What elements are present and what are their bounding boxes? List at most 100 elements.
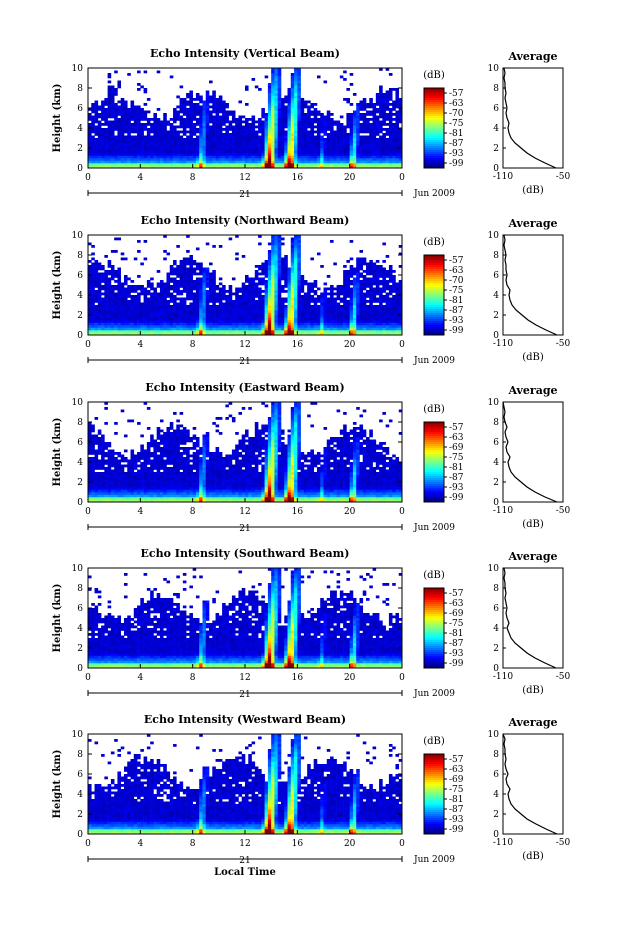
- heatmap-cell: [330, 143, 334, 146]
- heatmap-cell: [310, 165, 314, 169]
- heatmap-cell: [94, 105, 99, 109]
- heatmap-cell: [267, 93, 272, 96]
- heatmap-cell: [310, 295, 314, 298]
- heatmap-cell: [169, 270, 174, 273]
- heatmap-cell: [94, 155, 99, 159]
- heatmap-cell: [218, 163, 223, 166]
- heatmap-cell: [323, 120, 328, 124]
- heatmap-cell: [346, 165, 350, 169]
- heatmap-cell: [251, 320, 256, 323]
- heatmap-cell: [310, 145, 314, 149]
- heatmap-cell: [228, 290, 233, 293]
- heatmap-cell: [130, 285, 135, 288]
- heatmap-cell: [294, 297, 298, 301]
- heatmap-cell: [258, 88, 262, 91]
- heatmap-cell: [330, 317, 334, 321]
- heatmap-cell: [114, 317, 118, 321]
- heatmap-cell: [372, 105, 377, 109]
- heatmap-cell: [284, 330, 288, 333]
- heatmap-cell: [222, 307, 226, 311]
- heatmap-cell: [333, 130, 337, 134]
- heatmap-cell: [323, 302, 328, 306]
- heatmap-cell: [362, 310, 367, 313]
- heatmap-cell: [264, 272, 269, 276]
- heatmap-cell: [300, 128, 305, 131]
- heatmap-cell: [271, 327, 275, 331]
- heatmap-cell: [316, 163, 321, 166]
- heatmap-cell: [267, 133, 272, 136]
- heatmap-cell: [369, 160, 373, 164]
- heatmap-cell: [114, 110, 118, 114]
- heatmap-cell: [290, 292, 295, 296]
- heatmap-cell: [241, 307, 246, 311]
- heatmap-cell: [310, 315, 314, 318]
- heatmap-cell: [316, 295, 321, 298]
- heatmap-cell: [110, 320, 115, 323]
- heatmap-cell: [159, 163, 164, 166]
- heatmap-cell: [225, 290, 229, 293]
- heatmap-cell: [209, 285, 213, 288]
- heatmap-cell: [117, 143, 122, 146]
- heatmap-cell: [359, 295, 364, 298]
- heatmap-cell: [372, 325, 377, 328]
- heatmap-cell: [369, 145, 373, 149]
- heatmap-cell: [215, 292, 220, 296]
- heatmap-cell: [359, 297, 364, 301]
- heatmap-cell: [225, 153, 229, 156]
- heatmap-cell: [290, 103, 295, 106]
- heatmap-cell: [248, 297, 252, 301]
- heatmap-cell: [313, 115, 318, 119]
- heatmap-cell: [88, 320, 92, 323]
- heatmap-cell: [294, 128, 298, 131]
- heatmap-cell: [271, 287, 275, 291]
- heatmap-cell: [107, 330, 112, 333]
- heatmap-cell: [107, 310, 112, 313]
- heatmap-cell: [235, 327, 239, 331]
- heatmap-cell: [130, 317, 135, 321]
- heatmap-cell: [91, 145, 95, 149]
- heatmap-cell: [91, 320, 95, 323]
- heatmap-cell: [379, 123, 383, 126]
- heatmap-cell: [316, 113, 321, 116]
- heatmap-cell: [212, 322, 216, 326]
- heatmap-cell: [326, 150, 331, 154]
- heatmap-cell: [388, 307, 393, 311]
- heatmap-cell: [287, 115, 292, 119]
- heatmap-cell: [133, 120, 138, 124]
- heatmap-cell: [316, 307, 321, 311]
- heatmap-cell: [235, 120, 239, 124]
- heatmap-cell: [189, 100, 193, 104]
- heatmap-cell: [366, 305, 370, 308]
- heatmap-cell: [179, 310, 184, 313]
- heatmap-cell: [104, 297, 108, 301]
- heatmap-cell: [159, 297, 164, 301]
- heatmap-cell: [117, 145, 122, 149]
- heatmap-cell: [294, 90, 298, 94]
- heatmap-cell: [235, 165, 239, 169]
- heatmap-cell: [267, 163, 272, 166]
- heatmap-cell: [127, 163, 131, 166]
- heatmap-cell: [372, 155, 377, 159]
- heatmap-cell: [307, 282, 311, 286]
- heatmap-cell: [290, 148, 295, 151]
- heatmap-cell: [333, 145, 337, 149]
- heatmap-cell: [316, 75, 321, 79]
- heatmap-cell: [385, 138, 390, 141]
- heatmap-cell: [163, 325, 167, 328]
- profile-line: [503, 67, 557, 169]
- heatmap-cell: [192, 155, 197, 159]
- heatmap-cell: [192, 163, 197, 166]
- heatmap-cell: [146, 123, 151, 126]
- heatmap-cell: [356, 165, 360, 169]
- heatmap-cell: [218, 130, 223, 134]
- heatmap-cell: [150, 292, 154, 296]
- heatmap-cell: [264, 148, 269, 151]
- heatmap-cell: [91, 277, 95, 281]
- heatmap-cell: [277, 310, 282, 313]
- heatmap-cell: [114, 155, 118, 159]
- heatmap-cell: [189, 105, 193, 109]
- heatmap-cell: [343, 295, 347, 298]
- heatmap-cell: [366, 292, 370, 296]
- heatmap-cell: [267, 135, 272, 139]
- heatmap-cell: [333, 140, 337, 144]
